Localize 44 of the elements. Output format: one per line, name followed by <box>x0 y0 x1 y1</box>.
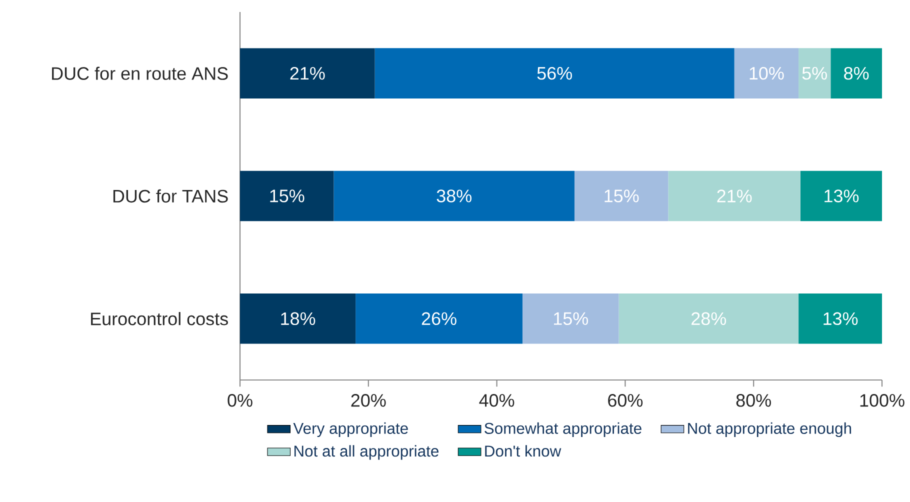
x-tick-label: 20% <box>351 394 386 407</box>
bar <box>798 294 882 344</box>
x-tick-label: 100% <box>860 394 904 407</box>
bar <box>618 294 799 344</box>
data-label: 15% <box>270 190 304 202</box>
data-label: 15% <box>554 312 588 325</box>
bar <box>240 294 356 344</box>
data-label: 18% <box>281 312 316 326</box>
bar <box>798 48 831 98</box>
legend-label: Very appropriate <box>293 422 408 438</box>
data-label: 8% <box>844 66 869 80</box>
bar <box>668 170 800 222</box>
bar <box>356 294 522 344</box>
legend-label: Don't know <box>485 445 562 457</box>
data-label: 28% <box>692 312 726 326</box>
bar <box>334 170 574 222</box>
x-tick-label: 60% <box>608 394 643 407</box>
bar <box>374 48 734 98</box>
legend-label: Somewhat appropriate <box>484 422 642 438</box>
data-label: 26% <box>422 312 456 326</box>
bar <box>734 48 799 98</box>
data-label: 21% <box>717 190 752 202</box>
data-label: 21% <box>290 66 325 80</box>
y-tick-label: DUC for en route ANS <box>52 66 228 80</box>
legend-label: Not at all appropriate <box>294 445 439 460</box>
data-label: 15% <box>604 190 639 202</box>
data-label: 13% <box>824 190 859 202</box>
y-tick-label: Eurocontrol costs <box>91 312 228 326</box>
bar <box>830 48 882 98</box>
x-tick-label: 40% <box>479 394 514 407</box>
x-tick-label: 80% <box>736 394 771 407</box>
bar <box>240 170 334 222</box>
bar <box>574 170 668 222</box>
x-tick-label: 0% <box>228 394 252 407</box>
legend-label: Not appropriate enough <box>688 422 852 438</box>
data-label: 5% <box>802 66 827 80</box>
data-label: 56% <box>537 66 572 80</box>
bar <box>522 294 619 344</box>
bar <box>800 170 882 222</box>
data-label: 13% <box>824 312 858 326</box>
bar <box>240 48 375 98</box>
data-label: 10% <box>750 66 784 80</box>
y-tick-label: DUC for TANS <box>113 189 228 203</box>
data-label: 38% <box>436 190 472 202</box>
